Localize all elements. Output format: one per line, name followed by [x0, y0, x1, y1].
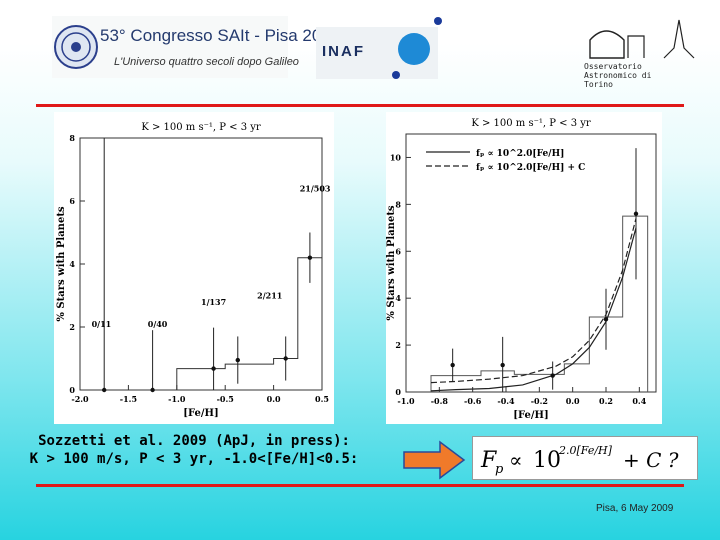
formula: F p ∝ 10 2.0[Fe/H] + C ?: [480, 444, 679, 477]
observatory-logo: Osservatorio Astronomico di Torino: [584, 18, 702, 90]
banner-subtitle: L'Universo quattro secoli dopo Galileo: [114, 56, 299, 68]
formula-tail: + C ?: [623, 448, 679, 472]
y-tick-label: 8: [69, 133, 75, 143]
observatory-dome-icon: [589, 19, 695, 59]
chart-title: K > 100 m s⁻¹, P < 3 yr: [141, 122, 261, 133]
formula-prop: ∝: [509, 448, 523, 472]
observatory-line-2: Astronomico di: [584, 71, 652, 80]
x-tick-label: -0.8: [431, 396, 449, 406]
data-point: [102, 387, 107, 393]
right-fit-chart: -1.0 -0.8 -0.6 -0.4 -0.2 0.0 0.2 0.4 0 2 4 6 8 10 K > …: [386, 118, 657, 421]
arrow-shape: [403, 440, 466, 480]
data-point: [450, 362, 455, 368]
bin-count-label: 0/11: [92, 319, 112, 329]
data-point: [500, 362, 505, 368]
congress-banner: 53° Congresso SAIt - Pisa 2009 L'Univers…: [52, 16, 340, 78]
x-tick-label: -0.4: [497, 396, 515, 406]
y-tick-label: 2: [395, 340, 401, 350]
bin-count-label: 21/503: [300, 184, 331, 194]
footer-date: Pisa, 6 May 2009: [596, 503, 674, 514]
formula-exponent: 2.0[Fe/H]: [558, 444, 613, 457]
y-tick-label: 0: [395, 387, 401, 397]
x-tick-label: 0.4: [632, 396, 646, 406]
observatory-line-3: Torino: [584, 80, 613, 89]
x-axis-label: [Fe/H]: [183, 408, 218, 419]
inaf-globe-icon: [392, 17, 442, 79]
y-tick-label: 4: [395, 293, 401, 303]
banner-title: 53° Congresso SAIt - Pisa 2009: [100, 26, 341, 45]
data-point: [235, 357, 240, 363]
fit-curve-dashed: [430, 218, 637, 384]
left-histogram-chart: -2.0 -1.5 -1.0 -0.5 0.0 0.5 0 2 4 6 8 K > 100 m s⁻¹…: [56, 122, 331, 419]
left-chart-panel: -2.0 -1.5 -1.0 -0.5 0.0 0.5 0 2 4 6 8 K > 100 m s⁻¹…: [54, 112, 334, 424]
data-point: [283, 356, 288, 361]
sait-seal-icon: [54, 25, 98, 69]
x-tick-label: -2.0: [71, 394, 89, 404]
x-tick-label: 0.5: [315, 394, 329, 404]
x-tick-label: -1.5: [120, 394, 137, 404]
histogram-steps: [430, 215, 649, 392]
caption: Sozzetti et al. 2009 (ApJ, in press): K …: [4, 432, 384, 468]
top-red-rule: [36, 104, 684, 107]
legend-label: fₚ ∝ 10^2.0[Fe/H] + C: [476, 163, 585, 173]
bin-count-label: 1/137: [201, 297, 226, 307]
bottom-red-rule: [36, 484, 684, 487]
y-tick-label: 8: [395, 199, 401, 209]
data-point: [150, 387, 155, 393]
observatory-line-1: Osservatorio: [584, 62, 642, 71]
x-tick-label: 0.0: [566, 396, 580, 406]
x-tick-label: -0.6: [464, 396, 482, 406]
y-tick-label: 6: [395, 246, 401, 256]
y-tick-label: 0: [69, 385, 75, 395]
x-tick-label: 0.0: [267, 394, 281, 404]
plot-frame: [405, 133, 657, 393]
chart-title: K > 100 m s⁻¹, P < 3 yr: [471, 118, 591, 129]
data-point: [603, 317, 609, 322]
inaf-logo: INAF: [316, 17, 442, 79]
formula-lhs-sub: p: [495, 462, 504, 477]
x-axis-label: [Fe/H]: [513, 410, 548, 421]
observatory-name: Osservatorio Astronomico di Torino: [584, 62, 651, 89]
y-tick-label: 4: [69, 259, 75, 269]
x-tick-label: 0.2: [599, 396, 613, 406]
y-axis-label: % Stars with Planets: [56, 206, 67, 322]
legend-label: fₚ ∝ 10^2.0[Fe/H]: [476, 149, 564, 159]
data-point: [633, 211, 639, 216]
data-point: [550, 373, 555, 378]
right-chart-panel: -1.0 -0.8 -0.6 -0.4 -0.2 0.0 0.2 0.4 0 2 4 6 8 10 K > …: [386, 112, 662, 424]
x-tick-label: -0.2: [531, 396, 548, 406]
bin-count-label: 2/211: [257, 291, 282, 301]
y-tick-label: 2: [69, 322, 75, 332]
data-point: [307, 255, 313, 260]
x-tick-label: -0.5: [217, 394, 234, 404]
y-tick-label: 10: [390, 152, 402, 162]
data-point: [211, 366, 216, 371]
y-tick-label: 6: [69, 196, 75, 206]
formula-base: 10: [533, 448, 561, 473]
caption-line-2: K > 100 m/s, P < 3 yr, -1.0<[Fe/H]<0.5:: [29, 451, 359, 467]
fit-curve-solid: [430, 227, 637, 392]
right-arrow-icon: [403, 440, 466, 480]
histogram-steps: [176, 257, 323, 390]
x-tick-label: -1.0: [168, 394, 186, 404]
y-axis-label: % Stars with Planets: [386, 205, 397, 321]
caption-line-1: Sozzetti et al. 2009 (ApJ, in press):: [38, 433, 350, 449]
formula-box: F p ∝ 10 2.0[Fe/H] + C ?: [472, 436, 698, 480]
bin-count-label: 0/40: [148, 319, 168, 329]
formula-lhs: F: [480, 448, 497, 473]
inaf-label: INAF: [322, 43, 365, 60]
x-tick-label: -1.0: [397, 396, 415, 406]
